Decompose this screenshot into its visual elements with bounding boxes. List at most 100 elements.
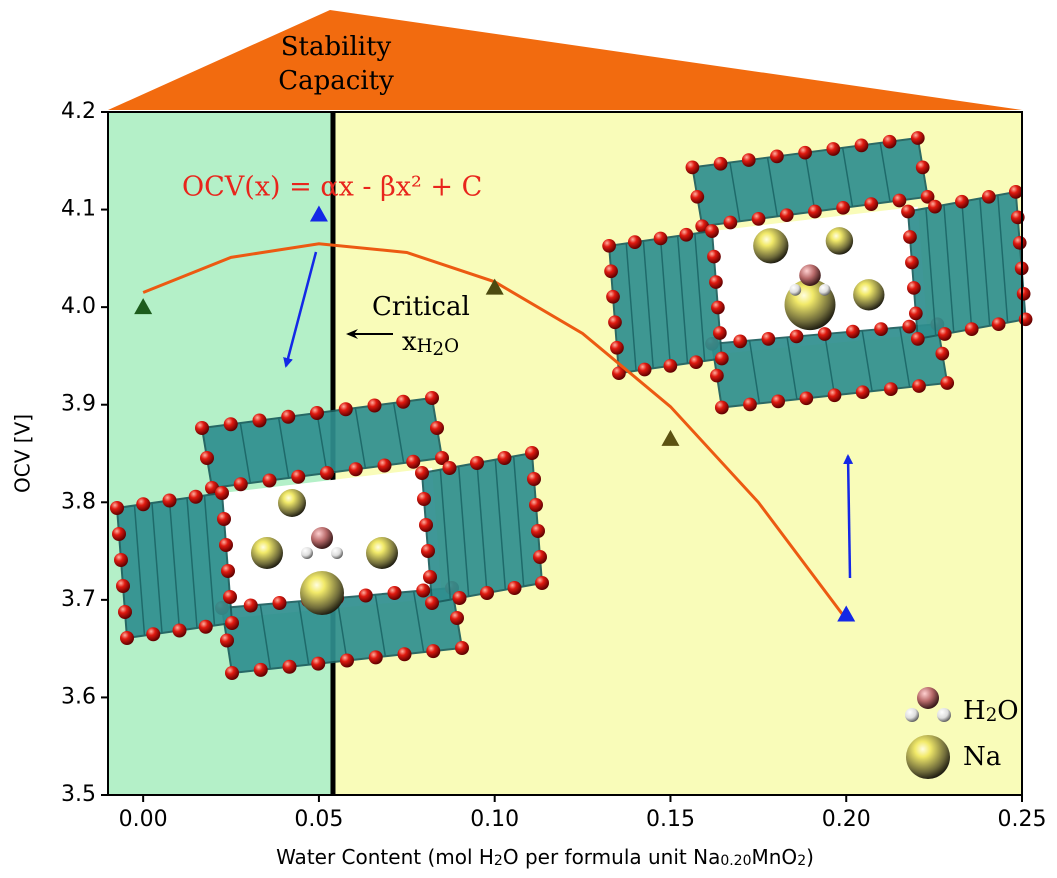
oxygen (713, 326, 727, 340)
oxygen (221, 564, 235, 578)
oxygen (173, 624, 187, 638)
water-hydrogen (819, 284, 831, 296)
label-part: ) (806, 845, 814, 869)
oxygen (874, 322, 888, 336)
oxygen (709, 275, 723, 289)
oxygen (790, 330, 804, 344)
oxygen (1019, 312, 1033, 326)
oxygen (359, 589, 373, 603)
y-tick-label: 4.2 (61, 99, 96, 124)
sodium (366, 537, 398, 569)
x-tick-label: 0.05 (294, 807, 343, 832)
oxygen (533, 550, 547, 564)
page: {"chart_data": { "type": "scatter", "tit… (0, 0, 1057, 878)
sodium (251, 537, 283, 569)
oxygen (531, 524, 545, 538)
oxygen (535, 576, 549, 590)
regions: StabilityCapacity (108, 10, 1022, 795)
label-part: MnO (752, 845, 798, 869)
oxygen (253, 414, 267, 428)
banner (108, 10, 1022, 110)
oxygen (215, 486, 229, 500)
oxygen (707, 250, 721, 264)
oxygen (935, 347, 949, 361)
y-tick-label: 3.7 (61, 587, 96, 612)
oxygen (195, 421, 209, 435)
sodium (853, 279, 884, 310)
oxygen (283, 660, 297, 674)
label-part: 2 (433, 339, 445, 360)
banner-title: Stability (281, 32, 392, 62)
symbol: x (402, 327, 417, 357)
oxygen (527, 472, 541, 486)
oxygen (780, 208, 794, 222)
oxygen (711, 301, 725, 315)
oxygen (855, 138, 869, 152)
oxygen (826, 142, 840, 156)
oxygen (903, 230, 917, 244)
sodium (753, 228, 788, 263)
oxygen (714, 157, 728, 171)
oxygen (225, 616, 239, 630)
oxygen (320, 466, 334, 480)
y-tick-label: 4.0 (61, 294, 96, 319)
oxygen (1009, 185, 1023, 199)
water-hydrogen (789, 284, 801, 296)
x-tick-label: 0.25 (998, 807, 1047, 832)
oxygen (529, 498, 543, 512)
oxygen (911, 332, 925, 346)
oxygen (406, 455, 420, 469)
oxygen (912, 379, 926, 393)
legend-label: Na (963, 742, 1001, 772)
oxygen (398, 647, 412, 661)
oxygen (263, 474, 277, 488)
oxygen (163, 494, 177, 508)
oxygen (120, 631, 134, 645)
oxygen (928, 200, 942, 214)
legend-sodium (906, 735, 950, 779)
chart: StabilityCapacity 3.53.63.73.83.94.04.14… (0, 0, 1057, 878)
y-tick-label: 3.9 (61, 392, 96, 417)
oxygen (864, 197, 878, 211)
oxygen (426, 644, 440, 658)
oxygen (902, 320, 916, 334)
label-part: 2 (797, 853, 806, 869)
oxygen (628, 235, 642, 249)
oxygen (415, 466, 429, 480)
oxygen (905, 256, 919, 270)
sodium (300, 571, 344, 615)
sodium (278, 489, 306, 517)
oxygen (136, 497, 150, 511)
oxygen (369, 650, 383, 664)
oxygen (453, 591, 467, 605)
oxygen (1017, 287, 1031, 301)
label-part: 2 (986, 705, 998, 726)
oxygen (349, 462, 363, 476)
oxygen (470, 456, 484, 470)
oxygen (311, 657, 325, 671)
x-axis-label: Water Content (mol H2O per formula unit … (276, 845, 814, 870)
oxygen (893, 194, 907, 208)
oxygen (224, 417, 238, 431)
oxygen (114, 553, 128, 567)
oxygen (901, 205, 915, 219)
label-part: H (963, 696, 986, 726)
oxygen (679, 228, 693, 242)
oxygen (310, 406, 324, 420)
oxygen (146, 627, 160, 641)
legend-oxygen (917, 687, 939, 709)
oxygen (281, 410, 295, 424)
oxygen (705, 224, 719, 238)
oxygen (955, 195, 969, 209)
critical-label: Critical (372, 292, 470, 322)
oxygen (818, 327, 832, 341)
y-tick-label: 3.6 (61, 684, 96, 709)
x-tick-label: 0.15 (646, 807, 695, 832)
y-tick-label: 4.1 (61, 197, 96, 222)
oxygen (118, 605, 132, 619)
oxygen (808, 205, 822, 219)
sodium (826, 227, 853, 254)
water-oxygen (799, 264, 821, 286)
oxygen (710, 369, 724, 383)
oxygen (450, 611, 464, 625)
